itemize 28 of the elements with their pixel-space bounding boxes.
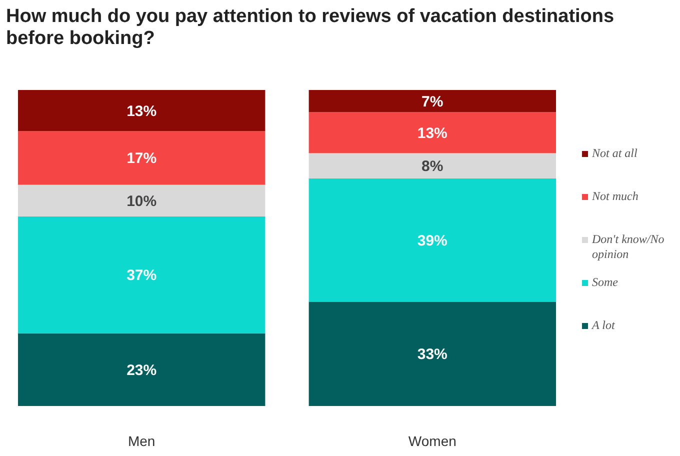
- legend-label: Some: [592, 275, 619, 289]
- bar: [18, 333, 266, 406]
- x-tick-label: Men: [128, 433, 156, 449]
- data-label: 13%: [417, 124, 448, 142]
- bar: [18, 131, 266, 185]
- bar: [308, 178, 556, 302]
- bar: [18, 90, 266, 132]
- data-label: 8%: [422, 158, 444, 176]
- chart-title: How much do you pay attention to reviews of vacation destinations before booking?: [6, 6, 614, 49]
- data-label: 37%: [126, 267, 157, 284]
- legend-label: Not much: [591, 189, 638, 203]
- bar: [308, 112, 556, 154]
- data-label: 23%: [126, 362, 157, 379]
- data-label: 39%: [417, 232, 448, 250]
- bar: [308, 302, 556, 406]
- legend-label: Not at all: [591, 146, 638, 160]
- data-label: 17%: [126, 150, 157, 168]
- bar: [308, 153, 556, 178]
- bar: [308, 90, 556, 112]
- data-label: 13%: [126, 102, 157, 120]
- legend-label: Don't know/No opinion: [591, 232, 664, 261]
- data-label: 33%: [417, 346, 448, 364]
- x-tick-label: Women: [408, 433, 456, 449]
- data-label: 7%: [422, 93, 444, 110]
- data-label: 10%: [126, 192, 157, 210]
- bar: [18, 216, 266, 334]
- bar: [18, 184, 266, 216]
- legend-label: A lot: [591, 318, 616, 332]
